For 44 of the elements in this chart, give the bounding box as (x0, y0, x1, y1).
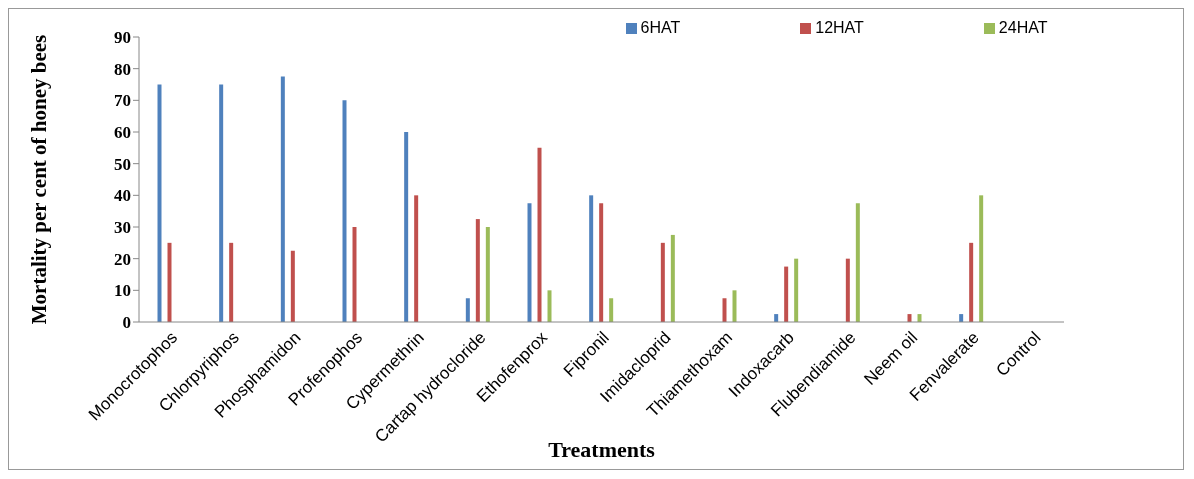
bar (465, 298, 470, 322)
y-tick-label: 70 (114, 91, 131, 111)
y-tick-label: 80 (114, 59, 131, 79)
bar (290, 250, 295, 322)
bar (219, 84, 224, 322)
bar (167, 242, 172, 322)
bar (722, 298, 727, 322)
bar (280, 76, 285, 322)
y-tick-label: 50 (114, 154, 131, 174)
y-tick-label: 60 (114, 123, 131, 143)
bar (229, 242, 234, 322)
y-tick-label: 30 (114, 218, 131, 238)
bar (670, 234, 675, 322)
bar (660, 242, 665, 322)
bar (794, 258, 799, 322)
bar (609, 298, 614, 322)
y-tick-label: 20 (114, 249, 131, 269)
bar (732, 290, 737, 322)
legend-label: 6HAT (640, 19, 681, 36)
bar (855, 203, 860, 322)
y-tick-label: 40 (114, 186, 131, 206)
legend-label: 24HAT (998, 19, 1048, 36)
bar (969, 242, 974, 322)
bar (547, 290, 552, 322)
bar (404, 132, 409, 322)
bar (352, 227, 357, 322)
y-tick-label: 0 (122, 313, 131, 333)
bar (527, 203, 532, 322)
y-tick-label: 90 (114, 28, 131, 48)
bar (599, 203, 604, 322)
legend-label: 12HAT (815, 19, 864, 36)
bar (979, 195, 984, 322)
bar (485, 227, 490, 322)
bar (157, 84, 162, 322)
y-tick-label: 10 (114, 281, 131, 301)
bar (537, 147, 542, 322)
bar (475, 219, 480, 322)
bar (342, 100, 347, 322)
y-axis-title: Mortality per cent of honey bees (27, 34, 52, 325)
bar (414, 195, 419, 322)
bar (845, 258, 850, 322)
x-axis-title: Treatments (548, 437, 656, 462)
bar (784, 266, 789, 322)
bar (589, 195, 594, 322)
